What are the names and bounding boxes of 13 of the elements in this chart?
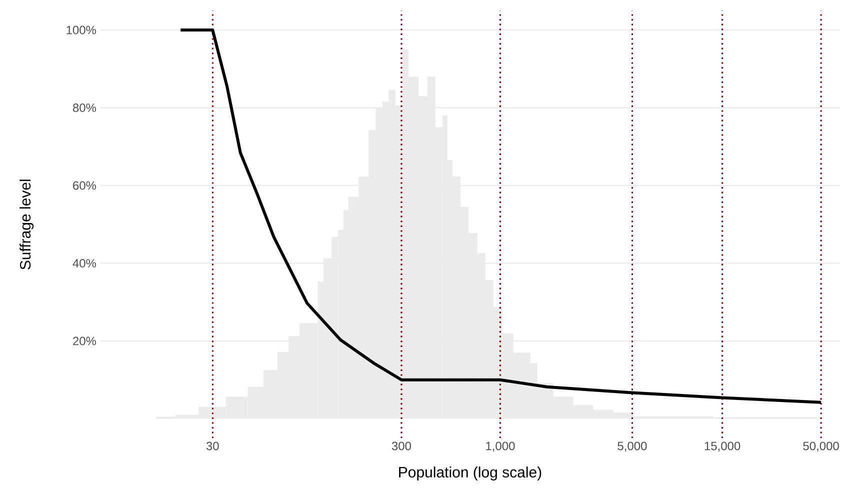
x-tick-label: 30 (206, 442, 219, 450)
y-tick-label: 40% (72, 259, 96, 268)
y-tick-label: 100% (66, 26, 96, 34)
y-axis-title: Suffrage level (20, 180, 34, 270)
y-tick-label: 60% (73, 181, 96, 190)
x-tick-label: 50,000 (803, 442, 839, 452)
x-axis-title: Population (log scale) (399, 466, 542, 480)
x-tick-label: 300 (392, 442, 412, 450)
x-tick-label: 5,000 (618, 442, 647, 452)
y-tick-label: 20% (73, 336, 96, 346)
x-tick-label: 1,000 (486, 442, 515, 452)
x-tick-label: 15,000 (704, 442, 740, 452)
y-tick-label: 80% (72, 104, 96, 112)
